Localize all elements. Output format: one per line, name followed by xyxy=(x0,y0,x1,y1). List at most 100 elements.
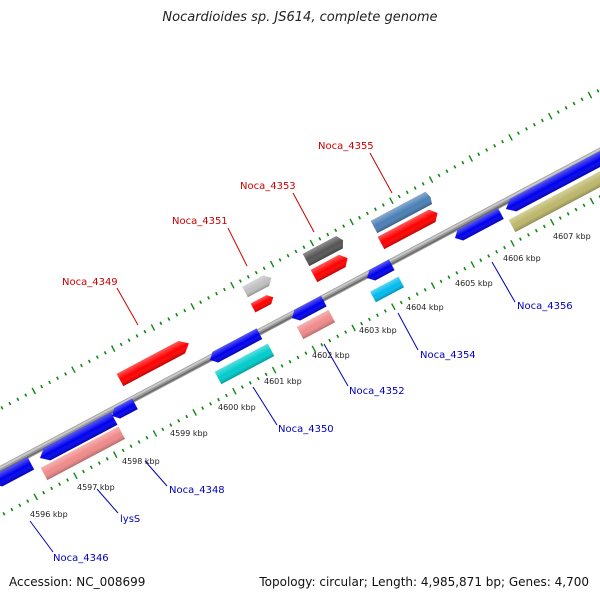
tick-mark xyxy=(437,173,441,178)
tick-mark xyxy=(129,444,133,448)
tick-mark xyxy=(367,317,371,322)
gene-arrow-blue-4352a[interactable] xyxy=(289,295,327,323)
tick-mark xyxy=(105,457,109,461)
gene-arrow-olive[interactable] xyxy=(508,168,600,233)
gene-arrow-noca-4349[interactable] xyxy=(116,337,192,387)
tick-mark xyxy=(183,308,187,313)
tick-mark xyxy=(589,197,595,205)
gene-arrow-blue-4350b[interactable] xyxy=(207,328,263,365)
tick-mark xyxy=(58,482,62,486)
tick-mark xyxy=(145,435,149,440)
gene-arrow-noca-4346[interactable] xyxy=(0,457,35,490)
tick-mark xyxy=(199,300,203,304)
tick-mark xyxy=(375,313,379,317)
tick-mark xyxy=(503,245,507,250)
gene-arrow-noca-4356[interactable] xyxy=(503,146,600,215)
gene-label-noca-4351[interactable]: Noca_4351 xyxy=(172,216,228,227)
tick-mark xyxy=(582,203,586,208)
tick-mark xyxy=(344,330,348,334)
tick-mark xyxy=(468,155,474,162)
tick-mark xyxy=(185,414,189,419)
tick-mark xyxy=(161,427,165,432)
forward-gene-labels: Noca_4349 Noca_4351 Noca_4353 Noca_4355 xyxy=(62,141,374,288)
tick-mark xyxy=(430,282,436,290)
tick-mark xyxy=(334,228,338,233)
gene-arrow-noca-4351[interactable] xyxy=(250,293,276,313)
kbp-label: 4602 kbp xyxy=(312,351,350,360)
tick-mark xyxy=(397,194,401,199)
kbp-label: 4596 kbp xyxy=(30,510,68,519)
gene-arrow-steel-blue[interactable] xyxy=(370,191,434,234)
kbp-label: 4603 kbp xyxy=(359,326,397,335)
tick-mark xyxy=(318,237,322,241)
gene-arrow-blue-4347[interactable] xyxy=(37,412,118,464)
tick-mark xyxy=(66,478,70,482)
gene-arrow-small-grey[interactable] xyxy=(242,273,274,298)
tick-mark xyxy=(224,393,228,398)
gene-label-noca-4353[interactable]: Noca_4353 xyxy=(240,181,296,192)
tick-mark xyxy=(240,385,244,389)
gene-label-noca-4350[interactable]: Noca_4350 xyxy=(278,424,334,435)
tick-mark xyxy=(421,182,425,186)
gene-label-noca-4346[interactable]: Noca_4346 xyxy=(53,553,109,564)
tick-mark xyxy=(508,133,513,141)
tick-mark xyxy=(26,499,30,503)
tick-mark xyxy=(271,366,277,374)
tick-mark xyxy=(167,317,171,321)
tick-mark xyxy=(477,152,481,157)
tick-mark xyxy=(455,271,459,275)
genome-summary-text: Topology: circular; Length: 4,985,871 bp… xyxy=(259,575,589,589)
tick-mark xyxy=(81,469,85,474)
tick-mark xyxy=(479,258,483,263)
tick-mark xyxy=(40,384,44,389)
tick-mark xyxy=(453,165,457,169)
gene-arrow-lyss[interactable] xyxy=(40,426,125,481)
gene-arrow-blue-4354a[interactable] xyxy=(364,259,395,284)
gene-arrow-dark-grey[interactable] xyxy=(302,234,347,267)
tick-mark xyxy=(230,281,235,289)
tick-mark xyxy=(143,329,147,334)
tick-mark xyxy=(73,472,78,480)
kbp-label: 4606 kbp xyxy=(503,254,541,263)
gene-label-noca-4348[interactable]: Noca_4348 xyxy=(169,485,225,496)
tick-mark xyxy=(383,309,387,313)
gene-arrow-noca-4354[interactable] xyxy=(370,276,405,303)
gene-arrow-noca-4355[interactable] xyxy=(377,207,441,250)
tick-mark xyxy=(215,291,219,296)
tick-mark xyxy=(373,207,377,211)
kbp-label: 4604 kbp xyxy=(406,303,444,312)
tick-mark xyxy=(8,401,12,406)
gene-arrow-blue-4355b[interactable] xyxy=(452,208,504,243)
tick-mark xyxy=(50,486,54,491)
gene-label-lyss[interactable]: lysS xyxy=(120,514,140,525)
tick-mark xyxy=(238,279,242,283)
tick-mark xyxy=(415,292,419,296)
gene-arrow-noca-4348[interactable] xyxy=(109,398,138,421)
tick-mark xyxy=(342,224,346,228)
gene-arrow-noca-4353[interactable] xyxy=(310,252,351,283)
tick-mark xyxy=(127,338,131,342)
gene-arrow-noca-4352[interactable] xyxy=(296,309,336,340)
gene-label-noca-4355[interactable]: Noca_4355 xyxy=(318,141,374,152)
tick-mark xyxy=(192,408,197,416)
gene-label-noca-4352[interactable]: Noca_4352 xyxy=(349,386,405,397)
tick-mark xyxy=(175,313,179,317)
tick-mark xyxy=(0,406,4,410)
tick-mark xyxy=(389,197,394,205)
gene-arrow-noca-4350[interactable] xyxy=(214,343,275,385)
tick-mark xyxy=(222,287,226,292)
tick-mark xyxy=(495,250,499,254)
tick-mark xyxy=(309,239,315,247)
gene-label-noca-4356[interactable]: Noca_4356 xyxy=(517,301,573,312)
tick-mark xyxy=(152,430,158,437)
tick-mark xyxy=(358,215,362,220)
gene-label-noca-4354[interactable]: Noca_4354 xyxy=(420,350,476,361)
tick-mark xyxy=(262,266,266,271)
tick-mark xyxy=(574,207,578,212)
tick-mark xyxy=(501,139,505,144)
tick-mark xyxy=(365,211,369,216)
gene-label-noca-4349[interactable]: Noca_4349 xyxy=(62,277,118,288)
tick-mark xyxy=(190,302,195,310)
map-title: Nocardioides sp. JS614, complete genome xyxy=(162,10,438,25)
